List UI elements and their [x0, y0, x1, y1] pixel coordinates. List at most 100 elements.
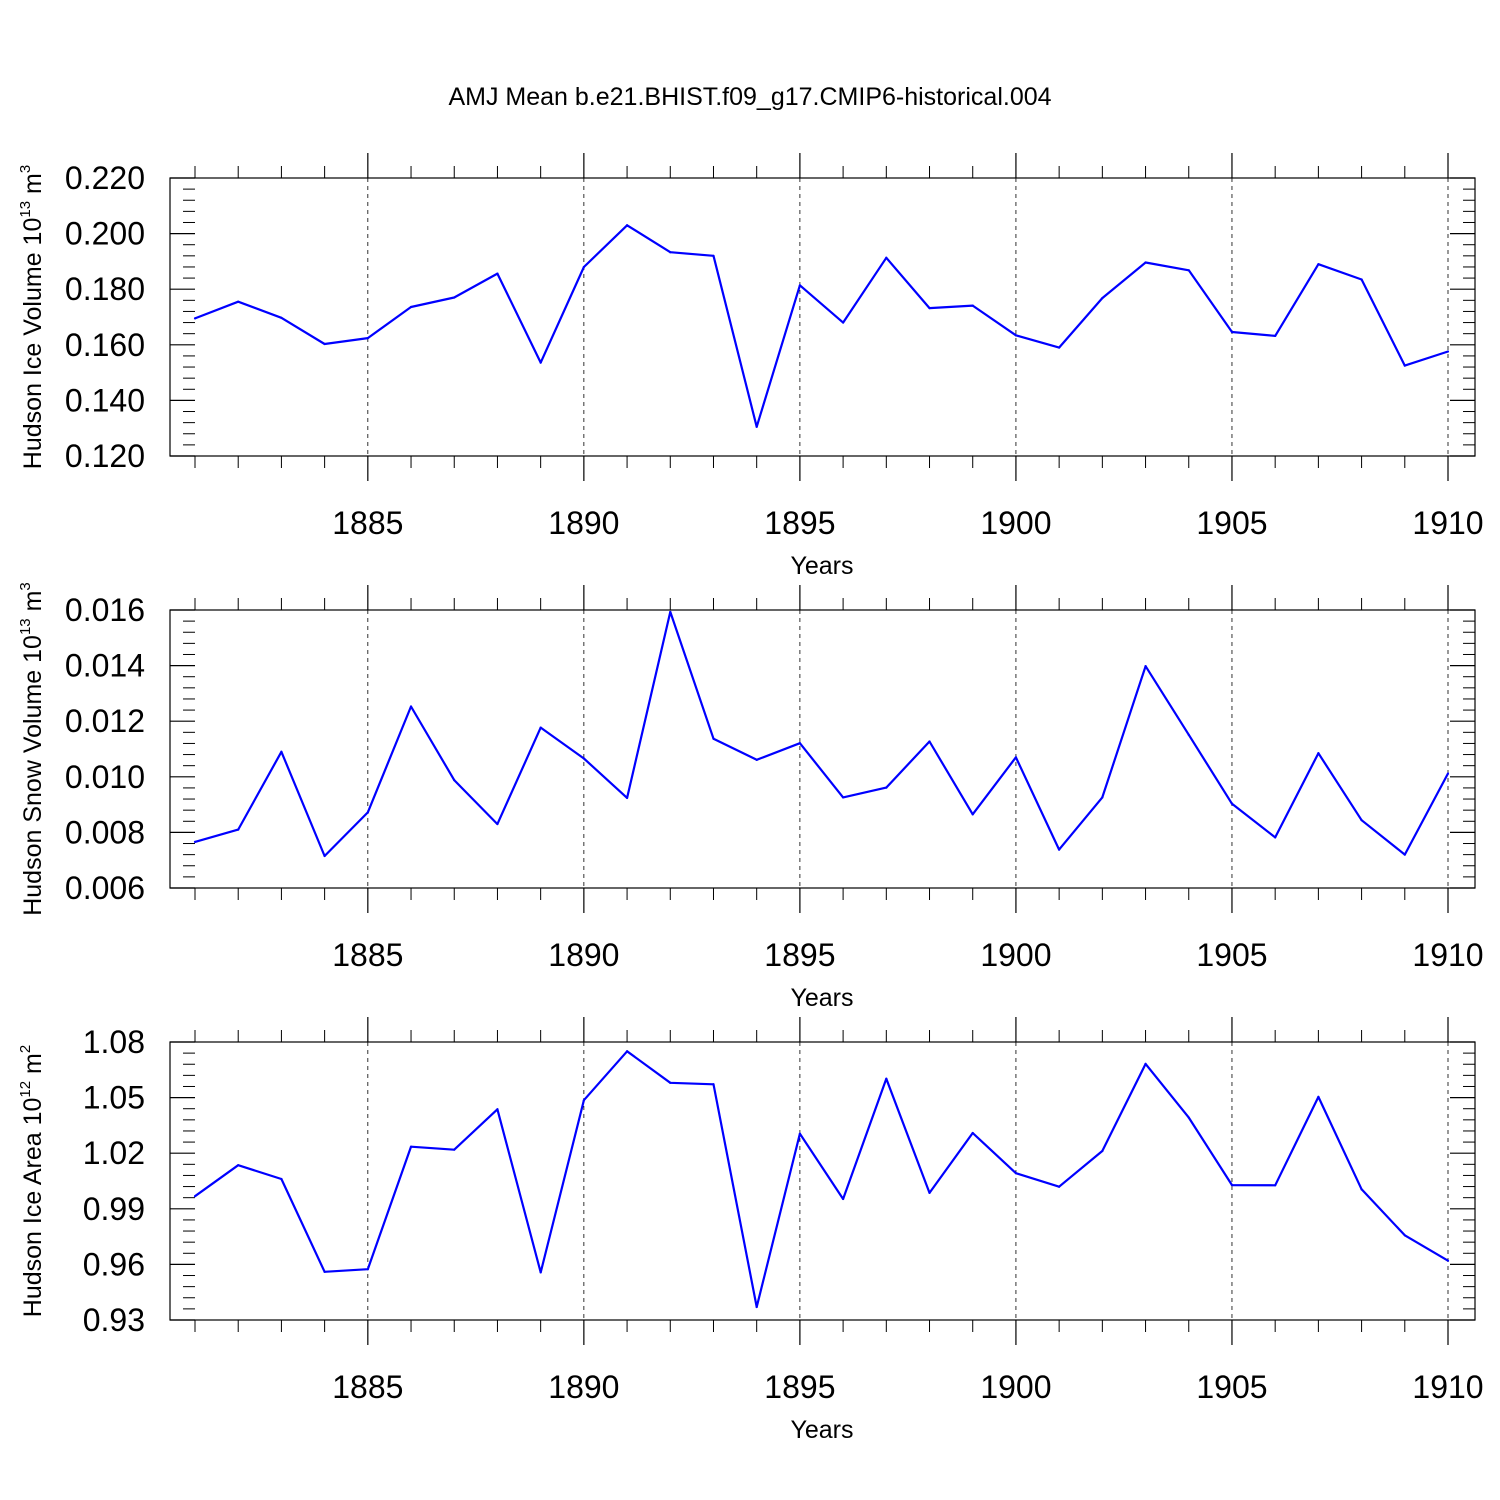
y-axis-label-exponent: 13 — [17, 201, 34, 218]
data-point — [842, 796, 845, 799]
plot-frame — [169, 177, 1476, 457]
series-line-ice-volume — [194, 224, 1449, 428]
data-point — [928, 307, 931, 310]
data-point — [625, 224, 629, 227]
data-point — [842, 1197, 845, 1201]
data-point — [842, 321, 845, 324]
data-point — [1360, 1188, 1363, 1191]
data-point — [366, 811, 369, 814]
data-point — [582, 757, 585, 760]
ytick-label: 1.02 — [83, 1135, 145, 1171]
data-point — [1360, 819, 1363, 822]
data-point — [193, 1195, 197, 1198]
data-point — [409, 305, 413, 309]
data-point — [712, 254, 715, 257]
panel-ice-volume: 0.120 0.140 0.160 0.180 0.200 0.220 1885 1890 18… — [17, 153, 1484, 580]
panels: 0.120 0.140 0.160 0.180 0.200 0.220 1885 1890 18… — [17, 153, 1484, 1444]
ytick-label: 0.96 — [83, 1246, 145, 1282]
data-point — [193, 317, 197, 320]
data-point — [1230, 1183, 1234, 1187]
data-point — [1101, 796, 1104, 799]
data-point — [323, 1270, 326, 1273]
data-point — [539, 1271, 542, 1274]
series-line-snow-volume — [194, 610, 1449, 858]
data-point — [1360, 278, 1363, 281]
ytick-label: 0.160 — [65, 327, 145, 363]
plot-frame — [169, 1041, 1476, 1321]
xtick-label: 1910 — [1412, 1369, 1483, 1405]
data-point — [669, 1081, 672, 1084]
data-point — [1317, 1095, 1320, 1098]
data-point — [1014, 334, 1018, 337]
ytick-label: 0.200 — [65, 216, 145, 252]
y-axis-label: Hudson Snow Volume 1013 m3 — [17, 582, 47, 916]
data-point — [625, 1050, 629, 1053]
data-point — [1058, 1185, 1061, 1188]
data-point — [1446, 350, 1450, 353]
data-point — [1058, 346, 1061, 349]
data-point — [755, 758, 758, 761]
ytick-label: 0.012 — [65, 703, 145, 739]
y-axis-label-exponent: 12 — [17, 1081, 34, 1098]
xtick-label: 1910 — [1412, 505, 1483, 541]
data-point — [1101, 1149, 1104, 1153]
xtick-label: 1890 — [548, 937, 619, 973]
data-point — [971, 1131, 974, 1135]
data-point — [798, 284, 801, 287]
ytick-label: 0.014 — [65, 648, 145, 684]
data-point — [539, 361, 542, 364]
xtick-label: 1905 — [1196, 937, 1267, 973]
data-point — [582, 265, 585, 269]
xtick-label: 1900 — [980, 1369, 1051, 1405]
data-point — [669, 251, 672, 254]
data-point — [712, 737, 715, 740]
data-point — [237, 828, 240, 831]
ytick-label: 1.05 — [83, 1080, 145, 1116]
data-point — [1144, 1062, 1147, 1065]
ytick-label: 0.120 — [65, 438, 145, 474]
data-point — [971, 813, 974, 816]
data-point — [1187, 1116, 1190, 1119]
x-axis-label: Years — [790, 1416, 853, 1444]
panel-snow-volume: 0.006 0.008 0.010 0.012 0.014 0.016 1885 1890 18… — [17, 582, 1484, 1012]
xtick-label: 1885 — [332, 937, 403, 973]
ytick-label: 0.008 — [65, 814, 145, 850]
x-axis-label: Years — [790, 552, 853, 580]
ytick-label: 0.93 — [83, 1302, 145, 1338]
data-point — [1274, 1184, 1277, 1187]
data-point — [1014, 756, 1018, 759]
data-point — [237, 300, 240, 303]
data-point — [712, 1083, 715, 1086]
data-point — [755, 425, 758, 428]
y-axis-label-unit: m — [19, 591, 47, 619]
y-axis-label-unit: m — [19, 173, 47, 201]
ytick-label: 0.220 — [65, 160, 145, 196]
ytick-label: 0.99 — [83, 1191, 145, 1227]
data-point — [1230, 330, 1234, 334]
data-point — [1446, 1259, 1450, 1262]
plot-frame — [169, 609, 1476, 889]
ytick-label: 0.006 — [65, 870, 145, 906]
data-point — [1403, 1234, 1406, 1237]
data-point — [1014, 1172, 1018, 1175]
data-point — [1317, 752, 1320, 755]
y-axis-label-exponent: 13 — [17, 618, 34, 635]
xtick-label: 1890 — [548, 1369, 619, 1405]
data-point — [1403, 853, 1406, 856]
data-point — [1058, 848, 1061, 851]
data-point — [798, 742, 801, 745]
data-point — [755, 1305, 758, 1309]
data-point — [669, 610, 672, 614]
data-point — [1144, 665, 1147, 668]
data-point — [539, 726, 542, 729]
y-axis-label-unit-exponent: 3 — [17, 165, 34, 173]
data-point — [928, 1191, 931, 1194]
ytick-label: 1.08 — [83, 1024, 145, 1060]
data-point — [1317, 263, 1320, 266]
ytick-label: 0.010 — [65, 759, 145, 795]
panel-ice-area: 0.93 0.96 0.99 1.02 1.05 1.08 1885 1890 1895 1900… — [17, 1017, 1484, 1444]
data-point — [1274, 836, 1277, 839]
xtick-label: 1905 — [1196, 1369, 1267, 1405]
y-axis-label-text: Hudson Ice Area 10 — [19, 1098, 47, 1318]
ytick-label: 0.180 — [65, 271, 145, 307]
